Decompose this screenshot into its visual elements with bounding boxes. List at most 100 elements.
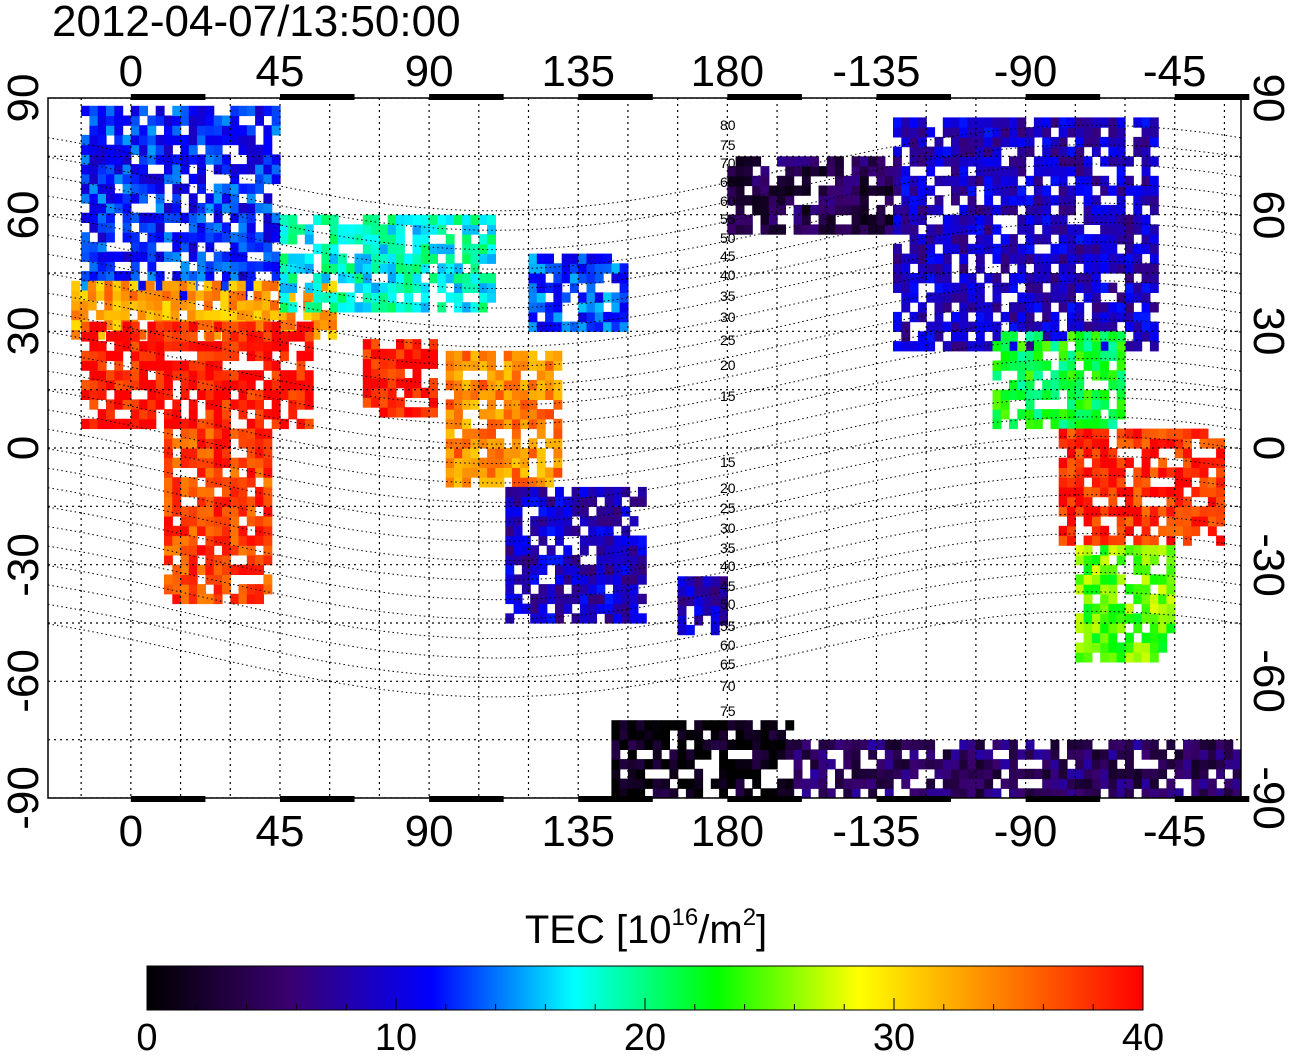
lat-tick-left: 60 [0,190,48,240]
lon-tick-top: 0 [118,47,144,96]
colorbar-tick-label: 10 [374,1017,418,1059]
axis-bar [1174,796,1250,802]
contour-label: 20 [720,357,736,373]
contour-label: 70 [720,155,736,171]
axis-bar [429,796,504,802]
contour-label: 75 [720,137,736,153]
contour-line [48,202,1241,289]
lon-tick-top: -135 [832,47,921,96]
contour-line [48,299,1241,387]
contour-label: 30 [720,520,736,536]
lon-tick-bottom: 45 [255,807,305,856]
contour-label: 75 [720,703,736,719]
axis-bar [1174,94,1250,100]
axis-bar [130,94,206,100]
contour-label: 50 [720,596,736,612]
contour-line [48,338,1241,426]
contour-label: 40 [720,558,736,574]
lon-tick-bottom: 180 [690,807,765,856]
contour-label: 80 [720,117,736,133]
contour-line [48,183,1241,270]
contour-label: 60 [720,637,736,653]
lon-tick-bottom: 90 [404,807,454,856]
contour-line [48,163,1241,251]
axis-bar [429,94,504,100]
lat-tick-right: 60 [1244,190,1292,240]
contour-label: 55 [720,618,736,634]
colorbar-label: TEC [1016/m2] [524,904,768,953]
contour-label: 15 [720,388,736,404]
contour-label: 70 [720,678,736,694]
contour-line [48,455,1241,542]
axis-bar [130,796,206,802]
contour-line [48,513,1241,601]
contour-label: 65 [720,656,736,672]
axis-bar [578,94,653,100]
contour-line [48,533,1241,620]
contour-line [48,572,1241,659]
lon-tick-bottom: 0 [118,807,144,856]
lon-tick-top: 45 [255,47,305,96]
colorbar-tick-label: 20 [623,1017,667,1059]
lon-tick-bottom: -90 [993,807,1058,856]
colorbar-tick-label: 0 [136,1017,158,1059]
contour-line [48,397,1241,484]
lon-tick-top: 180 [690,47,765,96]
contour-line [48,474,1241,562]
axis-bar [578,796,653,802]
lat-tick-left: 90 [0,73,48,123]
contour-line [48,377,1241,464]
contour-line [48,494,1241,581]
tec-region-south-america-north [1058,428,1225,546]
axis-bar [1025,796,1101,802]
tec-region-antarctica-east [611,720,795,798]
lat-tick-left: 30 [0,306,48,356]
contour-line [48,241,1241,328]
tec-region-australia [505,486,647,624]
contour-line [48,552,1241,639]
tec-region-central-asia [280,214,496,313]
colorbar-tick-label: 30 [872,1017,916,1059]
tec-region-central-america [992,331,1126,430]
contour-label: 30 [720,309,736,325]
lat-tick-left: -60 [0,649,48,714]
contour-label: 25 [720,500,736,516]
contour-line [48,358,1241,445]
contour-label: 25 [720,332,736,348]
contour-line [48,124,1241,212]
contour-label: 45 [720,248,736,264]
axis-bar [876,94,952,100]
contour-label: 35 [720,288,736,304]
lon-tick-bottom: -45 [1142,807,1207,856]
colorbar-tick-label: 40 [1121,1017,1165,1059]
tec-region-north-america [893,117,1159,352]
lat-tick-right: -90 [1244,766,1292,830]
axis-bar [1025,94,1101,100]
contour-line [48,319,1241,406]
contour-line [48,144,1241,231]
lon-tick-top: 135 [541,47,615,96]
contour-label: 15 [720,454,736,470]
contour-line [48,416,1241,503]
contour-label: 20 [720,480,736,496]
lon-tick-top: -90 [993,47,1058,96]
lat-tick-left: -90 [0,766,48,830]
tec-region-north-africa [81,321,314,430]
contour-line [48,260,1241,348]
map-title: 2012-04-07/13:50:00 [52,0,461,46]
lat-tick-right: 30 [1244,306,1292,356]
tec-region-south-america-south [1075,545,1176,663]
axis-bar [279,796,355,802]
contour-label: 45 [720,578,736,594]
tec-region-alaska-siberia [727,156,894,235]
contour-label: 40 [720,267,736,283]
tec-region-new-zealand [677,576,728,636]
axis-bar [727,796,802,802]
contour-line [48,435,1241,523]
contour-line [48,222,1241,309]
contour-label: 55 [720,211,736,227]
lat-tick-left: -30 [0,532,48,597]
contour-line [48,591,1241,678]
lon-tick-bottom: 135 [541,807,615,856]
